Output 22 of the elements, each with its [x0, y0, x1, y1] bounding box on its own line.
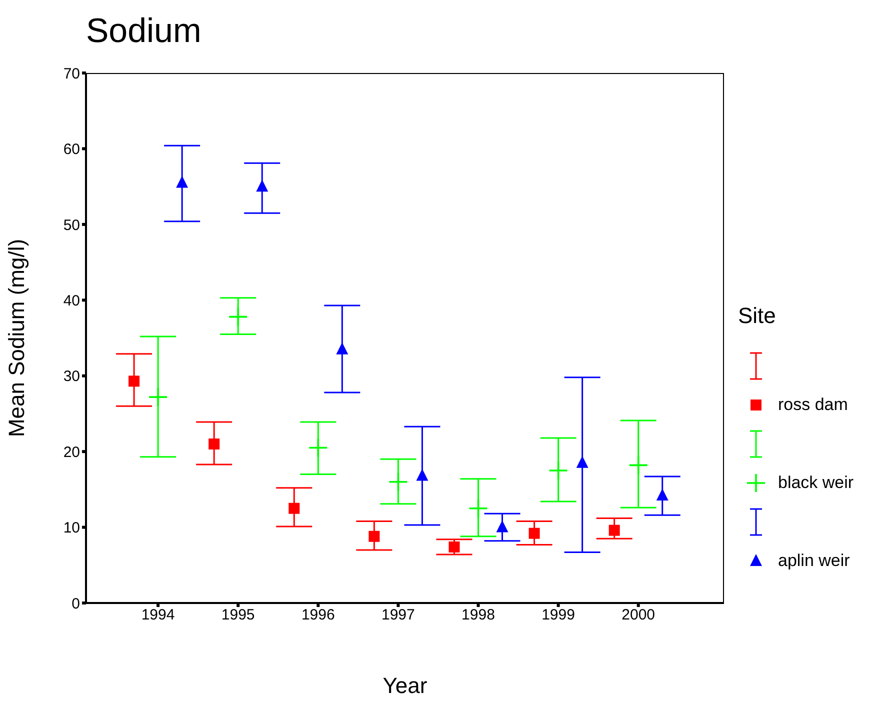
x-tick-label: 1999	[542, 606, 575, 624]
x-axis-title: Year	[382, 673, 428, 698]
x-tick-label: 1997	[382, 606, 415, 624]
x-tick-label: 2000	[622, 606, 656, 624]
legend-label: aplin weir	[778, 551, 850, 571]
y-tick-label: 10	[63, 520, 80, 537]
x-tick-label: 1998	[462, 606, 495, 624]
y-tick-label: 60	[63, 141, 80, 158]
y-tick-label: 20	[63, 444, 80, 461]
x-tick-label: 1996	[301, 606, 335, 624]
legend-label: black weir	[778, 473, 854, 493]
legend-label: ross dam	[778, 395, 848, 415]
x-tick-label: 1994	[141, 606, 175, 624]
legend-title: Site	[738, 303, 777, 329]
y-tick-label: 30	[63, 368, 80, 386]
y-tick-label: 50	[63, 216, 80, 234]
x-tick-label: 1995	[221, 606, 255, 624]
y-axis-title: Mean Sodium (mg/l)	[4, 238, 29, 438]
y-tick-label: 40	[63, 292, 80, 310]
y-tick-label: 0	[72, 595, 80, 612]
chart-title: Sodium	[86, 12, 202, 51]
y-tick-label: 70	[63, 65, 80, 82]
